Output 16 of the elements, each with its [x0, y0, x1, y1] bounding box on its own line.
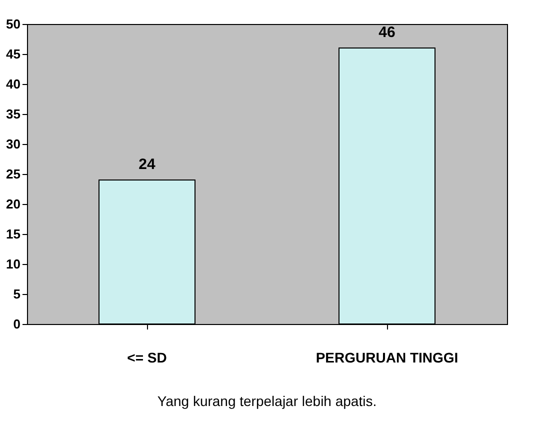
- y-tick-label: 30: [6, 136, 20, 152]
- y-tick-label: 45: [6, 46, 20, 62]
- y-tick-label: 20: [6, 196, 20, 212]
- y-tick-label: 5: [13, 286, 20, 302]
- text: Yang kurang terpelajar lebih apatis.: [157, 393, 377, 409]
- y-tick-label: 10: [6, 256, 20, 272]
- y-tick-label: 25: [6, 166, 20, 182]
- y-tick-label: 50: [6, 16, 20, 32]
- x-tick-label: PERGURUAN TINGGI: [316, 350, 458, 366]
- y-tick-label: 15: [6, 226, 20, 242]
- x-tick-label: <= SD: [127, 350, 167, 366]
- y-tick-label: 0: [13, 316, 20, 332]
- data-label: 46: [378, 24, 396, 41]
- y-tick-label: 40: [6, 76, 20, 92]
- y-tick-label: 35: [6, 106, 20, 122]
- data-label: 24: [138, 156, 156, 173]
